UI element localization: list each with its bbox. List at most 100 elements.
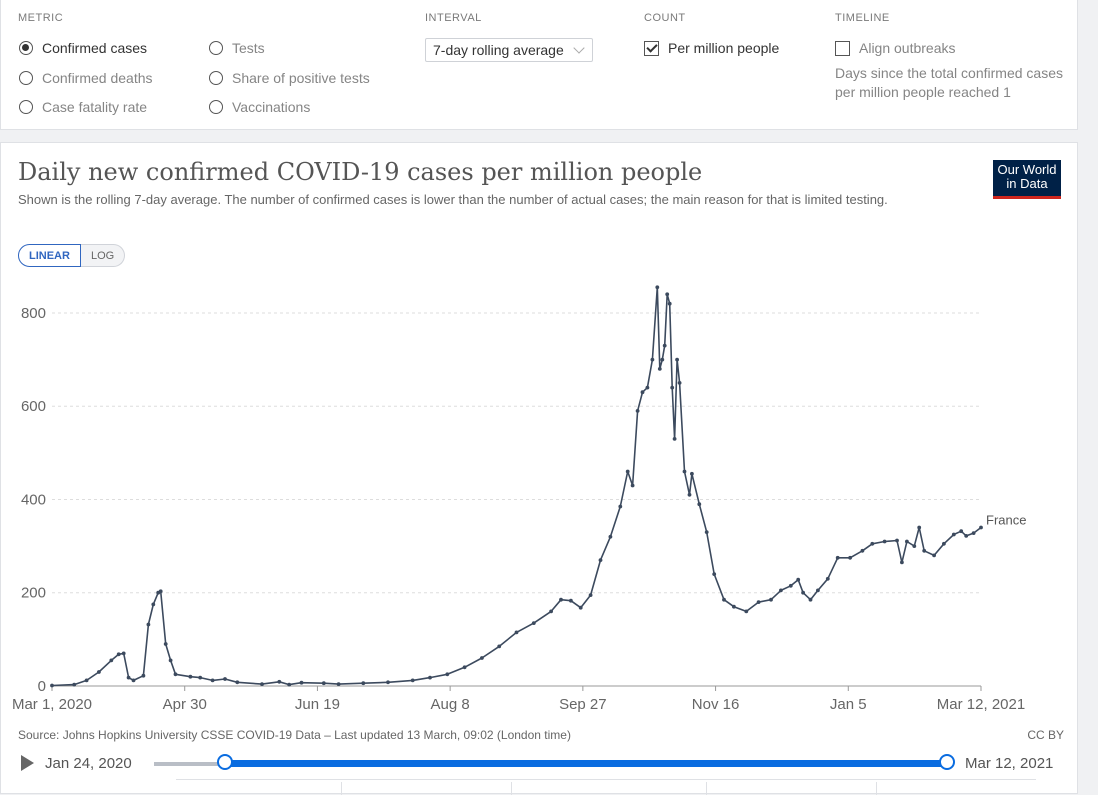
radio-icon (209, 41, 223, 55)
timeline-end-handle[interactable] (939, 754, 955, 770)
data-point (514, 630, 519, 635)
x-tick-label: Jan 5 (830, 696, 867, 713)
timeline-selected-range[interactable] (225, 760, 947, 767)
data-point (336, 682, 341, 686)
timeline-start-handle[interactable] (217, 754, 233, 770)
data-point (697, 502, 702, 507)
data-point (116, 652, 121, 657)
owid-logo[interactable]: Our World in Data (993, 160, 1061, 199)
data-point (635, 409, 640, 413)
timeline-end-label: Mar 12, 2021 (965, 755, 1054, 772)
data-point (497, 644, 502, 649)
play-icon[interactable] (21, 755, 34, 771)
data-point (662, 343, 667, 348)
data-point (428, 675, 432, 680)
data-point (158, 589, 163, 594)
data-point (657, 367, 662, 371)
data-point (163, 642, 168, 646)
data-point (277, 679, 282, 684)
data-point (677, 381, 682, 385)
data-point (964, 534, 969, 538)
data-point (640, 390, 645, 395)
interval-section-title: INTERVAL (425, 12, 482, 24)
data-point (168, 658, 173, 663)
per-million-checkbox[interactable]: Per million people (644, 40, 779, 56)
license-link[interactable]: CC BY (1027, 728, 1064, 742)
data-point (210, 678, 215, 683)
data-point (462, 665, 467, 670)
count-section-title: COUNT (644, 12, 686, 24)
metric-option-case-fatality-rate[interactable]: Case fatality rate (19, 99, 147, 115)
x-tick-label: Nov 16 (692, 696, 740, 713)
radio-selected-icon (19, 41, 33, 55)
log-scale-button[interactable]: LOG (80, 244, 126, 267)
data-point (951, 532, 956, 537)
checkbox-checked-icon (644, 40, 659, 56)
metric-option-label: Tests (232, 40, 265, 56)
data-point (109, 658, 114, 663)
chart-subtitle: Shown is the rolling 7-day average. The … (18, 192, 888, 207)
metric-option-vaccinations[interactable]: Vaccinations (209, 99, 310, 115)
data-point (173, 672, 178, 677)
data-point (569, 598, 573, 603)
y-tick-label: 400 (21, 491, 46, 508)
data-point (672, 437, 677, 441)
data-point (559, 597, 563, 602)
chart-title: Daily new confirmed COVID-19 cases per m… (18, 158, 703, 186)
interval-select[interactable]: 7-day rolling average (425, 38, 593, 62)
metric-option-label: Confirmed cases (42, 40, 148, 56)
data-point (932, 553, 936, 558)
align-outbreaks-checkbox[interactable]: Align outbreaks (835, 40, 956, 56)
per-million-label: Per million people (668, 40, 780, 56)
data-point (732, 604, 736, 609)
x-tick-label: Apr 30 (163, 696, 207, 713)
radio-icon (19, 100, 33, 114)
data-point (712, 572, 717, 576)
chevron-down-icon (573, 42, 585, 54)
data-point (121, 651, 126, 656)
data-point (942, 541, 946, 546)
y-tick-label: 0 (38, 678, 46, 695)
metric-option-share-of-positive-tests[interactable]: Share of positive tests (209, 70, 370, 86)
data-point (979, 525, 983, 530)
data-point (675, 357, 679, 362)
data-point (655, 285, 660, 290)
data-point (900, 560, 904, 565)
source-note: Source: Johns Hopkins University CSSE CO… (18, 728, 571, 742)
data-point (410, 678, 415, 683)
data-point (618, 504, 623, 509)
metric-option-confirmed-cases[interactable]: Confirmed cases (19, 40, 147, 56)
data-point (260, 682, 264, 686)
data-point (321, 681, 326, 686)
scale-toggle: LINEAR LOG (18, 244, 126, 267)
line-chart[interactable]: 0 200 400 600 800 Mar 1, 2020 Apr 30 Jun 19 Aug… (0, 280, 1098, 720)
data-point (131, 678, 136, 683)
data-point (860, 548, 865, 553)
data-point (835, 555, 840, 560)
metric-option-confirmed-deaths[interactable]: Confirmed deaths (19, 70, 153, 86)
timeline-section-title: TIMELINE (835, 12, 890, 24)
data-point (882, 539, 887, 544)
data-point (223, 677, 227, 681)
tab-bar (176, 779, 1036, 795)
linear-scale-button[interactable]: LINEAR (18, 244, 81, 267)
data-point (126, 675, 131, 680)
data-point (141, 673, 146, 678)
metric-option-tests[interactable]: Tests (209, 40, 265, 56)
checkbox-icon (835, 40, 850, 56)
series-layer: France (50, 285, 1026, 688)
data-point (722, 597, 726, 602)
data-point (361, 681, 366, 686)
data-point (84, 678, 89, 683)
data-point (287, 682, 292, 687)
data-point (299, 680, 304, 685)
data-point (578, 605, 583, 610)
data-point (386, 680, 390, 685)
metric-option-label: Vaccinations (232, 99, 311, 115)
metric-option-label: Case fatality rate (42, 99, 148, 115)
controls-bar: METRIC Confirmed cases Confirmed deaths … (0, 0, 1078, 130)
data-point (801, 590, 805, 595)
data-point (670, 385, 675, 390)
data-point (235, 680, 240, 685)
y-tick-labels: 0 200 400 600 800 (21, 305, 46, 695)
